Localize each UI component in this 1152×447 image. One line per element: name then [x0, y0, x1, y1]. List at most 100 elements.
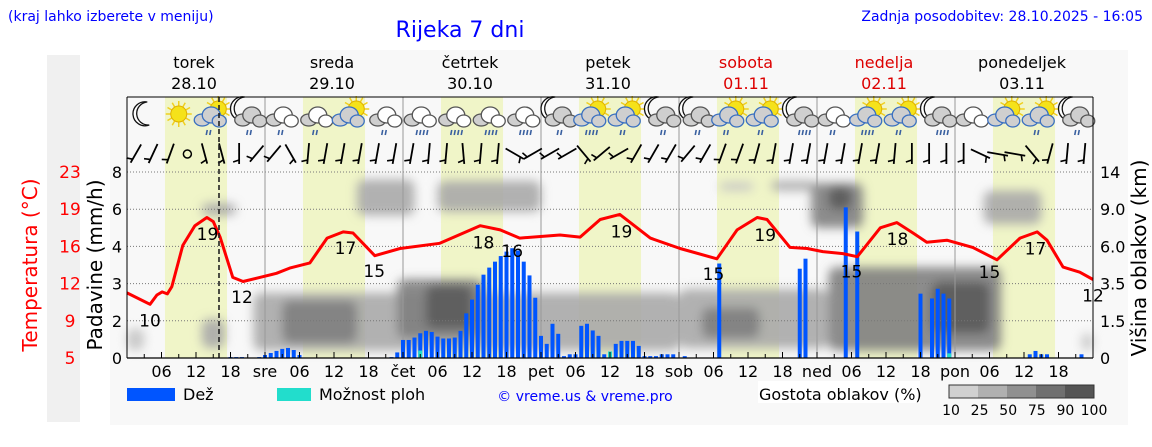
precipitation-tick-label: 6	[112, 200, 122, 219]
rain-drop	[487, 129, 491, 136]
wind-barb-icon	[1041, 143, 1054, 164]
cloud-puff	[490, 114, 506, 128]
wind-barb-icon	[161, 143, 175, 164]
sun-ray	[880, 101, 886, 106]
barb-tick	[457, 159, 465, 164]
precip-bar	[1027, 354, 1032, 358]
rain-drop	[867, 129, 871, 136]
cloud-puff	[349, 114, 365, 128]
cloud-scale-label: 25	[971, 403, 989, 419]
sun-ray	[773, 97, 778, 103]
precip-bar	[516, 250, 520, 358]
barb-tick	[352, 159, 359, 162]
barb-tick	[590, 153, 598, 159]
x-tick-label: 12	[600, 362, 620, 381]
sun-ray	[182, 120, 186, 126]
precip-bar	[280, 348, 285, 358]
wind-barb-icon	[439, 142, 448, 165]
x-tick-label: 12	[462, 362, 482, 381]
cloud-height-tick-label: 3.5	[1100, 275, 1125, 294]
menu-hint[interactable]: (kraj lahko izberete v meniju)	[8, 9, 214, 25]
rain-drop	[494, 129, 498, 136]
wind-barb-icon	[473, 142, 483, 165]
precip-bar	[930, 298, 934, 358]
cloud-area	[426, 285, 472, 329]
day-name: sobota	[719, 53, 773, 72]
barb-tick	[473, 159, 481, 163]
sun-ray	[171, 120, 176, 126]
cloud-puff	[1039, 114, 1055, 128]
barb-tick	[713, 158, 721, 161]
legend-cloud-density-label: Gostota oblakov (%)	[759, 385, 922, 404]
rain-drop	[484, 129, 488, 136]
precip-bar	[1033, 350, 1038, 358]
rain-drop	[808, 129, 812, 136]
sun-ray	[604, 112, 610, 117]
cloud-area	[702, 307, 760, 339]
cloud-puff	[1080, 114, 1096, 128]
sun-ray	[344, 101, 350, 106]
wind-barb-icon	[730, 143, 744, 164]
wind-barb-icon	[922, 143, 931, 164]
precip-bar	[567, 354, 572, 358]
cloud-puff	[666, 114, 682, 128]
sun-ray	[1015, 97, 1019, 103]
moon-cloud-rain-icon	[229, 96, 268, 136]
wind-barb-icon	[200, 143, 209, 164]
barb-tick	[439, 159, 446, 163]
barb-tick	[984, 156, 988, 163]
x-tick-label: 06	[703, 362, 723, 381]
precip-bar	[717, 263, 722, 358]
temperature-tick-label: 12	[59, 275, 81, 295]
cloud-puff	[252, 114, 268, 128]
precip-bar	[458, 330, 463, 358]
barb-tick	[730, 158, 738, 161]
sun-ray	[185, 106, 191, 111]
precip-bar	[274, 350, 279, 358]
sun-cloud-icon	[987, 96, 1025, 128]
cloud-scale-label: 50	[999, 403, 1017, 419]
wind-barb-icon	[626, 144, 643, 164]
rain-drop	[898, 129, 902, 136]
cloud-height-tick-label: 0	[1100, 349, 1110, 368]
temperature-label: 12	[231, 288, 253, 308]
temperature-tick-label: 9	[65, 312, 76, 332]
barb-tick	[143, 157, 151, 161]
copyright-link[interactable]: © vreme.us & vreme.pro	[497, 389, 672, 405]
barb-tick	[643, 157, 651, 160]
daylight-band	[992, 97, 1056, 358]
wind-barb-icon	[457, 142, 466, 165]
precip-bar	[550, 323, 555, 358]
wind-barb-icon	[576, 144, 592, 165]
sun-ray	[914, 101, 920, 106]
cloud-area	[437, 180, 541, 212]
precip-bar	[527, 275, 532, 358]
precip-bar	[498, 256, 503, 358]
axes: 06 12 18 sre 06 12 18 čet 06 12 18 pet 06 12 18 sob 06 12…	[59, 96, 1125, 381]
sun-ray	[728, 97, 733, 103]
temperature-label: 19	[611, 223, 633, 243]
barb-tick	[404, 159, 411, 162]
x-tick-label: pet	[528, 362, 554, 381]
precip-bar	[636, 345, 641, 358]
precip-bar	[521, 261, 526, 358]
wind-barb-icon	[422, 142, 431, 165]
rain-drop	[659, 129, 663, 136]
sun-ray	[625, 97, 629, 103]
moon-cloud-heavy-rain-icon	[919, 96, 958, 136]
precip-bar	[544, 343, 549, 358]
temperature-label: 18	[887, 230, 909, 250]
wind-barb-icon	[491, 142, 500, 165]
precipitation-tick-label: 4	[112, 237, 122, 256]
day-name: nedelja	[855, 53, 914, 72]
sun-ray	[182, 102, 186, 108]
precip-bar	[613, 343, 618, 358]
day-date: 03.11	[999, 74, 1045, 93]
precip-bar	[682, 356, 687, 358]
rain-drop	[418, 129, 422, 136]
x-tick-label: pon	[940, 362, 970, 381]
barb-tick	[869, 159, 877, 162]
day-name: petek	[585, 53, 631, 72]
sun-ray	[604, 101, 610, 106]
sun-ray	[914, 112, 920, 117]
